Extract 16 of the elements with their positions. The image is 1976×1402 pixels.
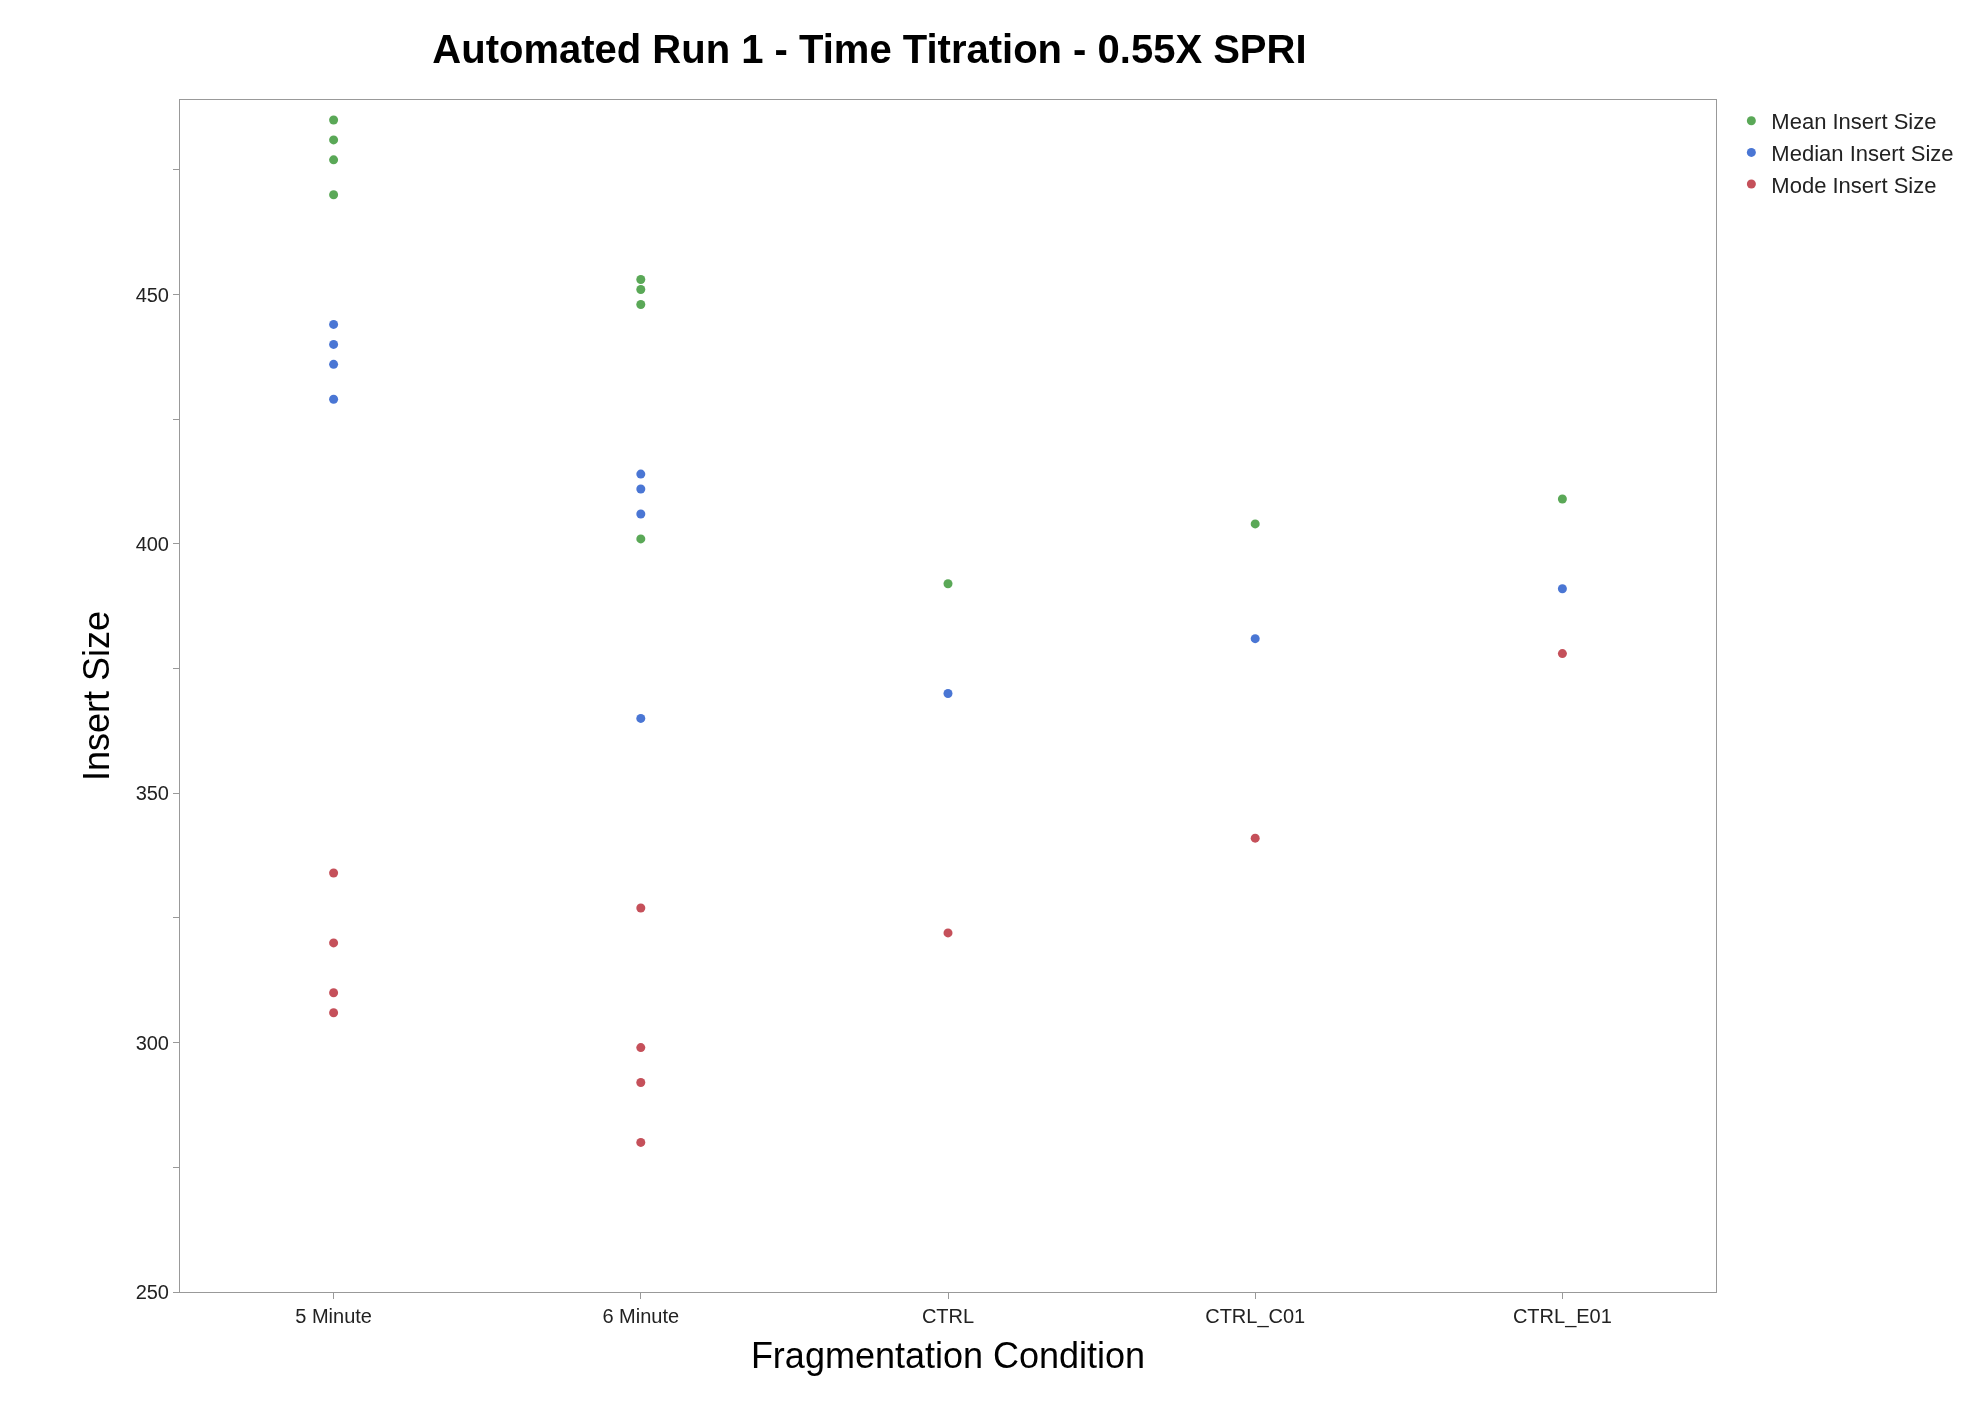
legend-label: Mean Insert Size bbox=[1771, 109, 1937, 135]
x-tick-label: CTRL_E01 bbox=[1512, 1305, 1612, 1328]
x-tick-label: CTRL bbox=[921, 1305, 975, 1327]
chart-title: Automated Run 1 - Time Titration - 0.55X SPRI bbox=[432, 27, 1307, 72]
x-tick-label: 6 Minute bbox=[602, 1305, 680, 1327]
legend-label: Median Insert Size bbox=[1771, 140, 1954, 166]
legend-label: Mode Insert Size bbox=[1771, 172, 1937, 198]
y-tick-label: 250 bbox=[135, 1281, 169, 1303]
y-tick-label: 300 bbox=[135, 1031, 169, 1054]
x-tick-label: 5 Minute bbox=[295, 1305, 372, 1327]
y-tick-label: 400 bbox=[135, 532, 169, 555]
x-tick-label: CTRL_C01 bbox=[1205, 1305, 1306, 1328]
y-tick-label: 350 bbox=[135, 782, 169, 805]
x-axis-title: Fragmentation Condition bbox=[750, 1334, 1146, 1376]
y-tick-label: 450 bbox=[135, 283, 169, 306]
y-axis-title: Insert Size bbox=[75, 610, 117, 782]
